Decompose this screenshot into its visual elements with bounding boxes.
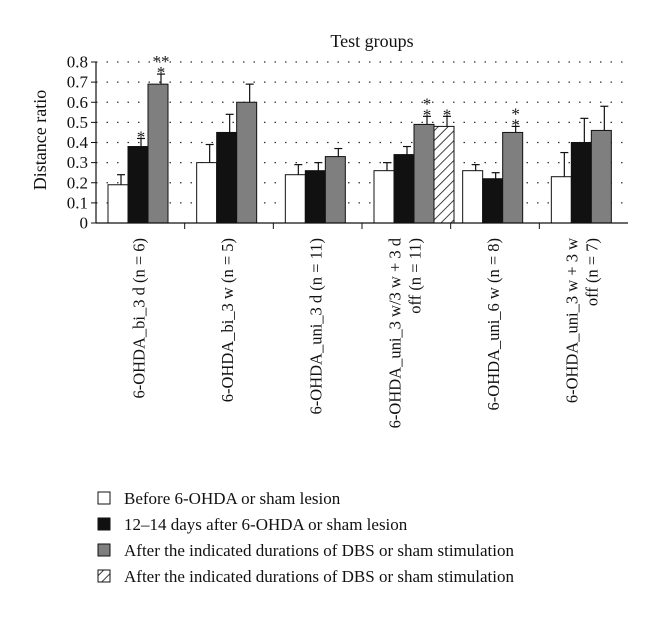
bar xyxy=(284,174,306,224)
bar xyxy=(482,178,504,224)
x-label-group: 6-OHDA_uni_3 w + 3 w off (n = 7) xyxy=(563,238,602,403)
bar xyxy=(127,146,149,224)
legend-swatch xyxy=(97,491,111,505)
y-tick-label: 0.2 xyxy=(67,173,88,192)
x-tick-label: 6-OHDA_bi_3 w (n = 5) xyxy=(218,238,237,402)
bar xyxy=(433,125,455,224)
significance-marker: * xyxy=(137,127,146,146)
y-tick-label: 0.6 xyxy=(67,93,88,112)
legend-swatch xyxy=(97,543,111,557)
y-tick-label: 0.3 xyxy=(67,153,88,172)
bar xyxy=(462,170,484,224)
y-tick-label: 0.8 xyxy=(67,53,88,72)
y-axis-ticks: 0 0.10.20.30.40.50.60.70.8 xyxy=(67,53,96,233)
legend-label: After the indicated durations of DBS or … xyxy=(124,541,514,560)
bar xyxy=(590,129,612,224)
x-tick-label: 6-OHDA_uni_3 w + 3 w xyxy=(563,238,582,403)
bar xyxy=(216,131,238,224)
x-label-group: 6-OHDA_bi_3 w (n = 5) xyxy=(218,238,237,402)
y-tick-label: 0.7 xyxy=(67,73,89,92)
significance-marker: * xyxy=(443,105,452,124)
x-label-group: 6-OHDA_bi_3 d (n = 6) xyxy=(129,238,148,399)
bar xyxy=(236,101,258,224)
significance-marker: * xyxy=(511,104,520,123)
legend-label: 12–14 days after 6-OHDA or sham lesion xyxy=(124,515,408,534)
x-tick-label: off (n = 11) xyxy=(405,238,424,314)
y-tick-label: 0.5 xyxy=(67,113,88,132)
chart-title: Test groups xyxy=(330,31,413,51)
bar xyxy=(324,156,346,224)
x-tick-label: 6-OHDA_uni_6 w (n = 8) xyxy=(484,238,503,410)
x-axis-labels: 6-OHDA_bi_3 d (n = 6) 6-OHDA_bi_3 w (n = … xyxy=(129,237,601,428)
y-axis-label: Distance ratio xyxy=(30,90,50,190)
bars: ****** * ** xyxy=(107,52,612,224)
bar xyxy=(304,170,326,224)
bar xyxy=(393,154,415,224)
axes xyxy=(95,62,628,229)
bar xyxy=(107,184,129,224)
legend-label: Before 6-OHDA or sham lesion xyxy=(124,489,341,508)
significance-marker: * xyxy=(511,115,520,134)
x-tick-label: 6-OHDA_bi_3 d (n = 6) xyxy=(129,238,148,399)
bar xyxy=(502,131,524,224)
x-label-group: 6-OHDA_uni_6 w (n = 8) xyxy=(484,238,503,410)
significance-marker: ** xyxy=(153,52,170,71)
bar xyxy=(413,123,435,224)
x-tick-label: off (n = 7) xyxy=(583,238,602,306)
significance-marker: * xyxy=(423,105,432,124)
x-label-group: 6-OHDA_uni_3 w/3 w + 3 d off (n = 11) xyxy=(385,237,424,428)
x-label-group: 6-OHDA_uni_3 d (n = 11) xyxy=(307,238,326,414)
bar xyxy=(373,170,395,224)
significance-marker: * xyxy=(157,63,166,82)
bar xyxy=(196,162,218,224)
grid-lines xyxy=(96,61,628,204)
legend: Before 6-OHDA or sham lesion 12–14 days a… xyxy=(97,489,514,586)
legend-swatch xyxy=(97,517,111,531)
legend-swatch xyxy=(97,569,111,583)
bar xyxy=(147,83,169,224)
y-tick-label: 0 xyxy=(80,214,89,233)
significance-marker: * xyxy=(423,94,432,113)
x-tick-label: 6-OHDA_uni_3 d (n = 11) xyxy=(307,238,326,414)
y-tick-label: 0.4 xyxy=(67,133,89,152)
y-tick-label: 0.1 xyxy=(67,193,88,212)
x-tick-label: 6-OHDA_uni_3 w/3 w + 3 d xyxy=(385,237,404,428)
bar xyxy=(570,142,592,224)
bar xyxy=(550,176,572,224)
legend-label: After the indicated durations of DBS or … xyxy=(124,567,514,586)
